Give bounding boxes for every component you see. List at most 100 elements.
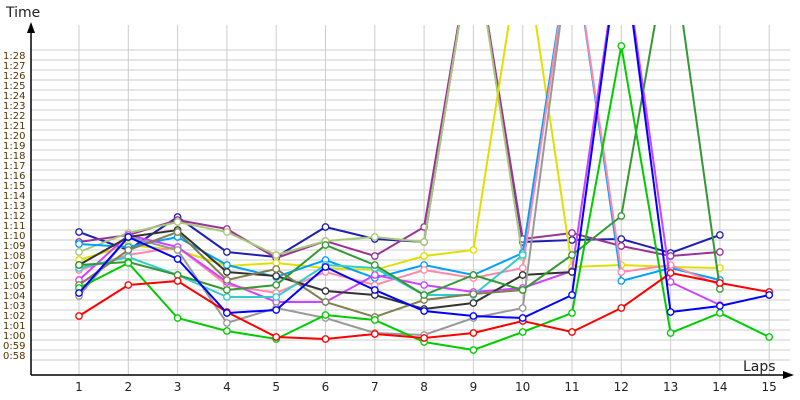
data-point[interactable] [518,251,527,259]
data-point[interactable] [75,248,83,256]
data-point[interactable] [370,286,379,294]
data-point[interactable] [223,268,231,276]
data-point[interactable] [173,314,182,322]
data-point[interactable] [272,333,281,341]
data-point[interactable] [518,271,527,279]
data-point[interactable] [124,233,133,241]
data-point[interactable] [321,311,330,319]
data-point[interactable] [568,251,576,259]
data-point[interactable] [420,281,428,289]
data-point[interactable] [420,252,428,260]
data-point[interactable] [223,261,231,269]
data-point[interactable] [666,252,675,260]
data-point[interactable] [469,329,478,337]
data-point[interactable] [370,252,379,260]
data-point[interactable] [173,228,182,236]
data-point[interactable] [370,330,379,338]
x-tick-label: 12 [614,380,629,394]
data-point[interactable] [75,312,83,320]
data-point[interactable] [223,286,231,294]
data-point[interactable] [124,281,133,289]
data-point[interactable] [75,261,83,269]
data-point[interactable] [568,236,576,244]
data-point[interactable] [321,241,330,249]
data-point[interactable] [223,319,231,327]
data-point[interactable] [617,42,626,50]
data-point[interactable] [469,290,478,298]
data-point[interactable] [75,240,83,248]
data-point[interactable] [617,304,626,312]
x-tick-label: 1 [75,380,83,394]
data-point[interactable] [370,261,379,269]
data-point[interactable] [223,293,231,301]
data-point[interactable] [223,327,231,335]
data-point[interactable] [173,277,182,285]
data-point[interactable] [765,333,774,341]
data-point[interactable] [223,228,231,236]
data-point[interactable] [321,298,330,306]
data-point[interactable] [716,248,724,256]
data-point[interactable] [568,328,576,336]
data-point[interactable] [666,329,675,337]
data-point[interactable] [716,279,724,287]
data-point[interactable] [518,314,527,322]
data-point[interactable] [420,291,428,299]
data-point[interactable] [223,309,231,317]
data-point[interactable] [469,299,478,307]
data-point[interactable] [420,238,428,246]
data-point[interactable] [765,291,774,299]
data-point[interactable] [272,272,281,280]
data-point[interactable] [617,277,626,285]
data-point[interactable] [469,271,478,279]
data-point[interactable] [666,269,675,277]
data-point[interactable] [666,308,675,316]
data-point[interactable] [420,307,428,315]
data-point[interactable] [716,231,724,239]
data-point[interactable] [75,228,83,236]
x-axis-arrow-icon [783,371,794,379]
data-point[interactable] [469,246,478,254]
data-point[interactable] [223,248,231,256]
data-point[interactable] [75,289,83,297]
data-point[interactable] [124,259,133,267]
data-point[interactable] [518,328,527,336]
data-point[interactable] [272,293,281,301]
data-point[interactable] [617,212,626,220]
data-point[interactable] [420,334,428,342]
x-tick-label: 4 [223,380,231,394]
data-point[interactable] [370,316,379,324]
data-point[interactable] [272,306,281,314]
data-point[interactable] [272,265,281,273]
data-point[interactable] [420,266,428,274]
data-point[interactable] [568,291,576,299]
data-point[interactable] [469,346,478,354]
y-tick-label: 1:11 [3,221,25,232]
data-point[interactable] [469,312,478,320]
data-point[interactable] [370,233,379,241]
data-point[interactable] [321,263,330,271]
data-point[interactable] [568,309,576,317]
data-point[interactable] [716,302,724,310]
data-point[interactable] [617,268,626,276]
data-point[interactable] [568,229,576,237]
data-point[interactable] [518,264,527,272]
data-point[interactable] [370,271,379,279]
data-point[interactable] [617,242,626,250]
data-point[interactable] [173,246,182,254]
data-point[interactable] [173,255,182,263]
data-point[interactable] [321,335,330,343]
data-point[interactable] [173,218,182,226]
x-tick-label: 8 [420,380,428,394]
data-point[interactable] [321,287,330,295]
data-point[interactable] [518,304,527,312]
data-point[interactable] [716,309,724,317]
data-point[interactable] [518,286,527,294]
data-point[interactable] [272,251,281,259]
data-point[interactable] [666,278,675,286]
data-point[interactable] [321,223,330,231]
data-point[interactable] [223,276,231,284]
data-point[interactable] [124,246,133,254]
data-point[interactable] [617,235,626,243]
data-point[interactable] [272,281,281,289]
